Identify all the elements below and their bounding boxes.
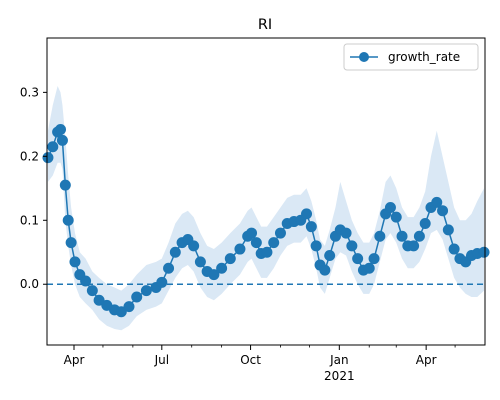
confidence-band-layer <box>47 85 485 331</box>
data-point <box>413 230 425 242</box>
x-tick-label: Oct <box>240 353 261 367</box>
data-point <box>169 246 181 258</box>
data-point <box>305 221 317 233</box>
chart-title: RI <box>258 17 272 33</box>
data-point <box>352 253 364 265</box>
data-point <box>310 240 322 252</box>
data-point <box>301 208 313 220</box>
data-point <box>194 256 206 268</box>
legend-marker-swatch <box>359 52 369 62</box>
series-marker-layer <box>42 123 490 318</box>
data-point <box>408 240 420 252</box>
data-point <box>93 294 105 306</box>
data-point <box>115 306 127 318</box>
data-point <box>268 237 280 249</box>
data-point <box>250 237 262 249</box>
data-point <box>340 227 352 239</box>
y-tick-label: 0.0 <box>20 277 39 291</box>
confidence-band <box>47 85 485 331</box>
data-point <box>56 134 68 146</box>
data-point <box>65 237 77 249</box>
data-point <box>131 291 143 303</box>
y-tick-label: 0.2 <box>20 149 39 163</box>
data-point <box>140 285 152 297</box>
data-point <box>86 285 98 297</box>
x-tick-label: Jul <box>154 353 169 367</box>
data-point <box>123 301 135 313</box>
data-point <box>246 227 258 239</box>
data-point <box>437 205 449 217</box>
data-point <box>261 246 273 258</box>
x-tick-label: Jan <box>329 353 349 367</box>
legend-label: growth_rate <box>388 50 460 64</box>
x-tick-label: Apr <box>416 353 437 367</box>
data-point <box>42 152 54 164</box>
data-point <box>419 217 431 229</box>
data-point <box>442 224 454 236</box>
y-tick-label: 0.1 <box>20 213 39 227</box>
data-point <box>55 123 67 135</box>
data-point <box>478 246 490 258</box>
data-point <box>374 230 386 242</box>
data-point <box>188 240 200 252</box>
data-point <box>234 243 246 255</box>
x-tick-label: Apr <box>64 353 85 367</box>
data-point <box>47 141 59 153</box>
data-point <box>224 253 236 265</box>
data-point <box>216 262 228 274</box>
data-point <box>156 276 168 288</box>
legend: growth_rate <box>343 43 479 71</box>
plot-frame <box>46 37 486 346</box>
data-point <box>80 275 92 287</box>
data-point <box>431 196 443 208</box>
data-point <box>368 253 380 265</box>
data-point <box>346 240 358 252</box>
data-point <box>448 243 460 255</box>
data-point <box>208 269 220 281</box>
data-point <box>384 201 396 213</box>
data-point <box>390 211 402 223</box>
data-point <box>62 214 74 226</box>
y-tick-label: 0.3 <box>20 85 39 99</box>
data-point <box>274 227 286 239</box>
data-point <box>69 256 81 268</box>
data-point <box>59 179 71 191</box>
data-point <box>396 230 408 242</box>
data-point <box>363 262 375 274</box>
data-point <box>163 262 175 274</box>
legend-box <box>343 43 479 71</box>
data-point <box>324 249 336 261</box>
data-point <box>319 264 331 276</box>
axes-layer: 0.0 0.1 0.2 0.3 Apr Jul Oct Jan 2021 Apr <box>20 37 486 383</box>
x-tick-year-label: 2021 <box>324 369 355 383</box>
